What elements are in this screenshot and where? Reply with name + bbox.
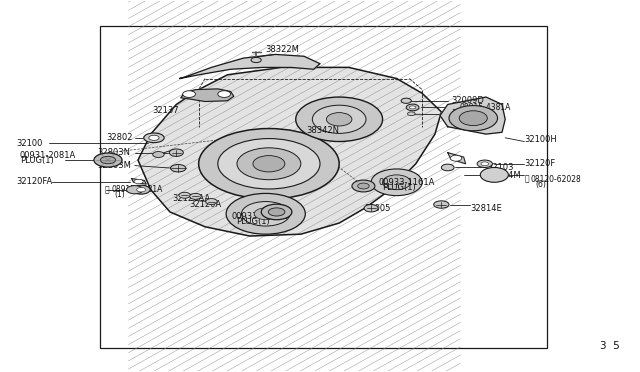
Ellipse shape	[254, 208, 277, 220]
Text: PLUG(1): PLUG(1)	[20, 156, 54, 165]
Text: Ⓑ: Ⓑ	[524, 175, 529, 184]
Ellipse shape	[100, 156, 116, 164]
Text: 00933-1401A: 00933-1401A	[232, 212, 288, 221]
Ellipse shape	[312, 105, 366, 134]
Ellipse shape	[132, 185, 150, 194]
Ellipse shape	[127, 186, 143, 194]
Polygon shape	[440, 97, 505, 134]
Bar	[151, 67, 442, 236]
Ellipse shape	[481, 162, 488, 166]
Ellipse shape	[401, 98, 412, 103]
Ellipse shape	[189, 193, 201, 199]
Ellipse shape	[358, 183, 369, 189]
Text: 32103: 32103	[487, 163, 514, 172]
Text: 32802: 32802	[106, 133, 132, 142]
Ellipse shape	[449, 106, 497, 131]
Ellipse shape	[253, 155, 285, 172]
Text: 32120FA: 32120FA	[17, 177, 53, 186]
Text: 32009D: 32009D	[451, 96, 484, 105]
Ellipse shape	[153, 151, 164, 157]
Ellipse shape	[241, 202, 290, 226]
Polygon shape	[179, 54, 320, 78]
Ellipse shape	[364, 205, 378, 212]
Ellipse shape	[205, 199, 217, 205]
Text: 38322M: 38322M	[266, 45, 300, 54]
Text: (1): (1)	[463, 108, 474, 117]
Text: 32120A: 32120A	[189, 200, 221, 209]
Ellipse shape	[137, 187, 146, 192]
Text: 32120AA: 32120AA	[172, 195, 210, 203]
Text: 32100: 32100	[17, 139, 43, 148]
Text: Ⓦ: Ⓦ	[452, 103, 456, 112]
Bar	[100, 26, 547, 348]
Ellipse shape	[268, 208, 285, 216]
Text: 32005: 32005	[365, 205, 391, 214]
Ellipse shape	[182, 91, 195, 97]
Text: 08120-62028: 08120-62028	[531, 175, 582, 184]
Ellipse shape	[460, 111, 487, 126]
Text: 32137: 32137	[153, 106, 179, 115]
Text: 38342N: 38342N	[306, 126, 339, 135]
Ellipse shape	[171, 164, 186, 172]
Ellipse shape	[251, 57, 261, 62]
Ellipse shape	[218, 138, 320, 189]
Text: 08915-4381A: 08915-4381A	[460, 103, 511, 112]
Text: 3  5: 3 5	[600, 341, 620, 351]
Ellipse shape	[134, 179, 143, 184]
Polygon shape	[448, 153, 466, 164]
Ellipse shape	[218, 91, 230, 97]
Text: (1): (1)	[115, 190, 125, 199]
Ellipse shape	[480, 167, 508, 182]
Ellipse shape	[352, 180, 375, 192]
Ellipse shape	[144, 133, 164, 142]
Ellipse shape	[226, 193, 305, 234]
Ellipse shape	[451, 155, 462, 161]
Ellipse shape	[296, 97, 383, 141]
Polygon shape	[138, 67, 442, 236]
Polygon shape	[180, 89, 234, 102]
Ellipse shape	[179, 192, 190, 198]
Text: Ⓦ: Ⓦ	[104, 185, 109, 194]
Ellipse shape	[149, 135, 159, 140]
Ellipse shape	[237, 148, 301, 180]
Ellipse shape	[477, 160, 492, 167]
Ellipse shape	[326, 113, 352, 126]
Text: 00931-2081A: 00931-2081A	[20, 151, 76, 160]
Text: (6): (6)	[536, 180, 547, 189]
Text: 32120F: 32120F	[524, 159, 556, 168]
Text: 32004M: 32004M	[487, 171, 521, 180]
Text: 32814E: 32814E	[470, 205, 502, 214]
Text: 08915-4381A: 08915-4381A	[112, 185, 163, 194]
Ellipse shape	[371, 169, 422, 196]
Polygon shape	[132, 179, 147, 184]
Text: 32100H: 32100H	[524, 135, 557, 144]
Text: PLUG(1): PLUG(1)	[383, 183, 417, 192]
Ellipse shape	[410, 106, 416, 109]
Text: PLUG(1): PLUG(1)	[236, 217, 269, 226]
Text: 32803M: 32803M	[98, 161, 132, 170]
Text: 32803N: 32803N	[98, 148, 131, 157]
Ellipse shape	[383, 175, 411, 190]
Ellipse shape	[434, 201, 449, 208]
Text: 00933-1161A: 00933-1161A	[379, 178, 435, 187]
Ellipse shape	[261, 204, 292, 220]
Ellipse shape	[94, 153, 122, 167]
Ellipse shape	[408, 112, 415, 116]
Ellipse shape	[406, 104, 419, 111]
Text: 32120A: 32120A	[451, 109, 483, 118]
Ellipse shape	[170, 149, 183, 156]
Ellipse shape	[442, 164, 454, 171]
Ellipse shape	[198, 129, 339, 199]
